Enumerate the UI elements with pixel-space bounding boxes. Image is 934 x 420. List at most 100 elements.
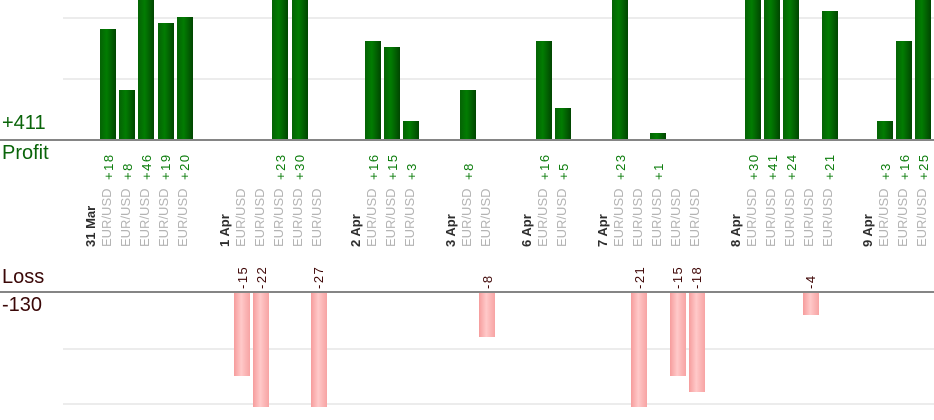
loss-gridline <box>63 403 934 405</box>
bar-value-label: -15 <box>670 265 685 289</box>
profit-bar[interactable] <box>365 41 381 139</box>
profit-gridline <box>63 78 934 80</box>
bar-value-label: +24 <box>784 153 799 180</box>
bar-value-label: +21 <box>822 153 837 180</box>
profit-bar[interactable] <box>177 17 193 139</box>
bar-value-label: +8 <box>461 162 476 180</box>
loss-bar[interactable] <box>253 293 269 407</box>
bar-value-label: +20 <box>177 153 192 180</box>
profit-bar[interactable] <box>650 133 666 139</box>
axis-symbol-label: EUR/USD <box>459 188 474 247</box>
loss-bar[interactable] <box>479 293 495 337</box>
profit-bar[interactable] <box>612 0 628 139</box>
profit-bar[interactable] <box>536 41 552 139</box>
axis-date-label: 7 Apr <box>595 214 610 247</box>
bar-value-label: +16 <box>366 153 381 180</box>
axis-date-label: 6 Apr <box>519 214 534 247</box>
axis-symbol-label: EUR/USD <box>383 188 398 247</box>
axis-symbol-label: EUR/USD <box>554 188 569 247</box>
profit-bar[interactable] <box>272 0 288 139</box>
loss-gridline <box>63 348 934 350</box>
bar-value-label: +19 <box>158 153 173 180</box>
bar-value-label: +18 <box>101 153 116 180</box>
axis-symbol-label: EUR/USD <box>895 188 910 247</box>
axis-symbol-label: EUR/USD <box>156 188 171 247</box>
bar-value-label: +46 <box>139 153 154 180</box>
profit-axis-title: Profit <box>2 142 49 164</box>
bar-value-label: +30 <box>746 153 761 180</box>
bar-value-label: +23 <box>613 153 628 180</box>
axis-symbol-label: EUR/USD <box>611 188 626 247</box>
profit-bar[interactable] <box>764 0 780 139</box>
bar-value-label: +16 <box>537 153 552 180</box>
bar-value-label: +8 <box>120 162 135 180</box>
axis-symbol-label: EUR/USD <box>175 188 190 247</box>
loss-bar[interactable] <box>803 293 819 315</box>
bar-value-label: +1 <box>651 162 666 180</box>
axis-symbol-label: EUR/USD <box>233 188 248 247</box>
axis-symbol-label: EUR/USD <box>668 188 683 247</box>
axis-symbol-label: EUR/USD <box>687 188 702 247</box>
axis-symbol-label: EUR/USD <box>478 188 493 247</box>
axis-symbol-label: EUR/USD <box>271 188 286 247</box>
loss-baseline <box>0 291 934 293</box>
profit-bar[interactable] <box>119 90 135 139</box>
loss-total-label: -130 <box>2 294 43 316</box>
profit-total-label: +411 <box>2 112 46 134</box>
axis-date-label: 1 Apr <box>217 214 232 247</box>
bar-value-label: +5 <box>556 162 571 180</box>
bar-value-label: -15 <box>235 265 250 289</box>
loss-bar[interactable] <box>311 293 327 407</box>
loss-bar[interactable] <box>689 293 705 392</box>
loss-axis-title: Loss <box>2 266 45 288</box>
profit-bar[interactable] <box>100 29 116 139</box>
profit-bar[interactable] <box>783 0 799 139</box>
axis-symbol-label: EUR/USD <box>99 188 114 247</box>
profit-bar[interactable] <box>877 121 893 139</box>
axis-symbol-label: EUR/USD <box>876 188 891 247</box>
bar-value-label: +41 <box>765 153 780 180</box>
profit-gridline <box>63 17 934 19</box>
profit-bar[interactable] <box>460 90 476 139</box>
axis-symbol-label: EUR/USD <box>364 188 379 247</box>
bar-value-label: -8 <box>480 274 495 289</box>
profit-bar[interactable] <box>292 0 308 139</box>
bar-value-label: -18 <box>689 265 704 289</box>
axis-symbol-label: EUR/USD <box>649 188 664 247</box>
axis-symbol-label: EUR/USD <box>820 188 835 247</box>
profit-bar[interactable] <box>822 11 838 139</box>
axis-date-label: 8 Apr <box>728 214 743 247</box>
profit-bar[interactable] <box>158 23 174 139</box>
bar-value-label: -4 <box>803 274 818 289</box>
loss-bar[interactable] <box>234 293 250 376</box>
axis-symbol-label: EUR/USD <box>763 188 778 247</box>
bar-value-label: +23 <box>273 153 288 180</box>
axis-date-label: 3 Apr <box>443 214 458 247</box>
axis-date-label: 31 Mar <box>83 205 98 247</box>
axis-symbol-label: EUR/USD <box>137 188 152 247</box>
axis-symbol-label: EUR/USD <box>535 188 550 247</box>
profit-bar[interactable] <box>915 0 931 139</box>
profit-baseline <box>0 139 934 141</box>
loss-bar[interactable] <box>631 293 647 407</box>
axis-symbol-label: EUR/USD <box>914 188 929 247</box>
bar-value-label: +16 <box>897 153 912 180</box>
profit-bar[interactable] <box>896 41 912 139</box>
profit-bar[interactable] <box>403 121 419 139</box>
profit-bar[interactable] <box>384 47 400 139</box>
loss-bar[interactable] <box>670 293 686 376</box>
axis-symbol-label: EUR/USD <box>402 188 417 247</box>
axis-symbol-label: EUR/USD <box>801 188 816 247</box>
bar-value-label: -22 <box>254 265 269 289</box>
bar-value-label: +15 <box>385 153 400 180</box>
axis-symbol-label: EUR/USD <box>290 188 305 247</box>
axis-date-label: 9 Apr <box>860 214 875 247</box>
bar-value-label: +30 <box>292 153 307 180</box>
axis-symbol-label: EUR/USD <box>309 188 324 247</box>
profit-bar[interactable] <box>138 0 154 139</box>
bar-value-label: +3 <box>404 162 419 180</box>
axis-symbol-label: EUR/USD <box>744 188 759 247</box>
profit-bar[interactable] <box>745 0 761 139</box>
profit-bar[interactable] <box>555 108 571 139</box>
